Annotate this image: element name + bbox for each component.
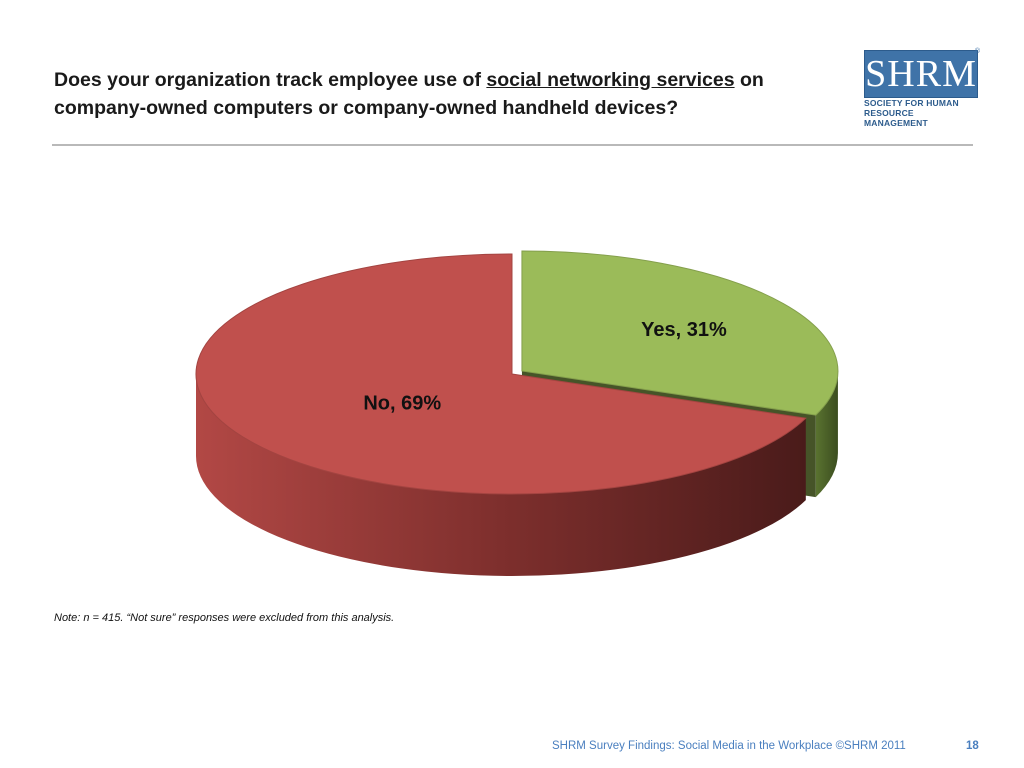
logo-wordmark: SHRM	[865, 53, 977, 95]
slice-side-no	[195, 374, 806, 576]
slide-title: Does your organization track employee us…	[54, 66, 814, 122]
logo-subtitle: SOCIETY FOR HUMAN RESOURCE MANAGEMENT	[864, 98, 980, 128]
slice-top-no	[195, 253, 807, 495]
pie-layer	[195, 250, 839, 576]
logo-wordmark-box: SHRM	[864, 50, 978, 98]
slice-side-yes	[815, 370, 838, 498]
footer-text: SHRM Survey Findings: Social Media in th…	[552, 740, 906, 752]
title-text-1: Does your organization track employee us…	[54, 69, 487, 91]
logo-line-1: SOCIETY FOR HUMAN	[864, 98, 959, 108]
title-text-2: on company-owned computers or company-ow…	[54, 69, 764, 119]
page-number: 18	[966, 740, 979, 752]
logo-registered-mark: ®	[974, 48, 980, 55]
pie-labels: Yes, 31% No, 69%	[363, 319, 727, 414]
slice-label-no: No, 69%	[363, 392, 441, 414]
title-divider	[52, 144, 973, 146]
logo-line-2: RESOURCE MANAGEMENT	[864, 108, 928, 128]
slice-top-yes	[521, 250, 839, 416]
title-highlight: social networking services	[486, 69, 735, 91]
chart-note: Note: n = 415. “Not sure” responses were…	[54, 612, 395, 624]
slice-label-yes: Yes, 31%	[641, 319, 727, 341]
shrm-logo: SHRM ® SOCIETY FOR HUMAN RESOURCE MANAGE…	[862, 48, 980, 128]
